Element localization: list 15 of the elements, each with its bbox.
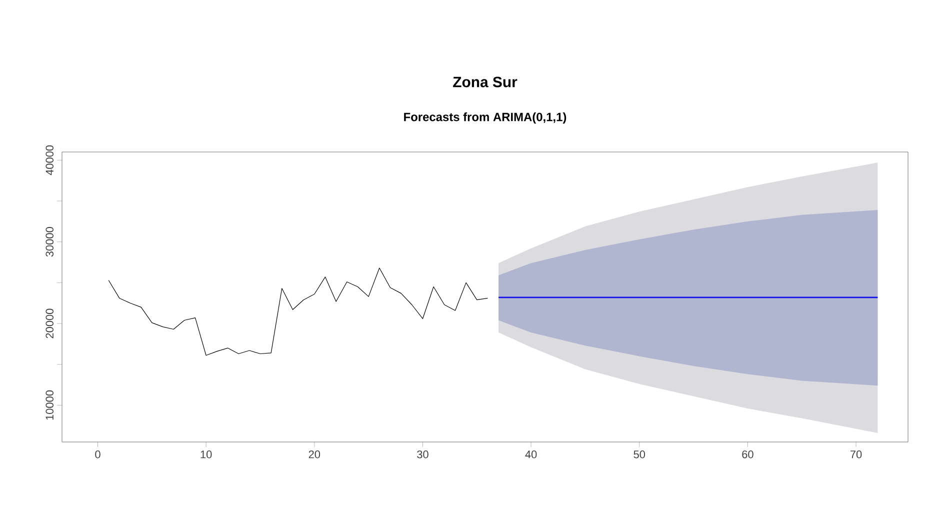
x-tick-label: 50 (634, 450, 646, 458)
x-tick-label: 20 (308, 450, 320, 458)
x-tick-label: 70 (850, 450, 862, 458)
x-tick-label: 10 (200, 450, 212, 458)
x-tick-label: 30 (417, 450, 428, 458)
line-series (108, 268, 488, 356)
y-tick-label: 10000 (46, 390, 54, 420)
x-tick-label: 40 (525, 450, 537, 458)
chart-title: Zona Sur (453, 76, 518, 88)
y-tick-label: 30000 (46, 227, 54, 257)
y-tick-label: 20000 (46, 308, 54, 338)
x-tick-label: 0 (95, 450, 100, 458)
x-tick-label: 60 (742, 450, 754, 458)
y-tick-label: 40000 (46, 145, 54, 176)
chart-subtitle: Forecasts from ARIMA(0,1,1) (404, 112, 566, 124)
